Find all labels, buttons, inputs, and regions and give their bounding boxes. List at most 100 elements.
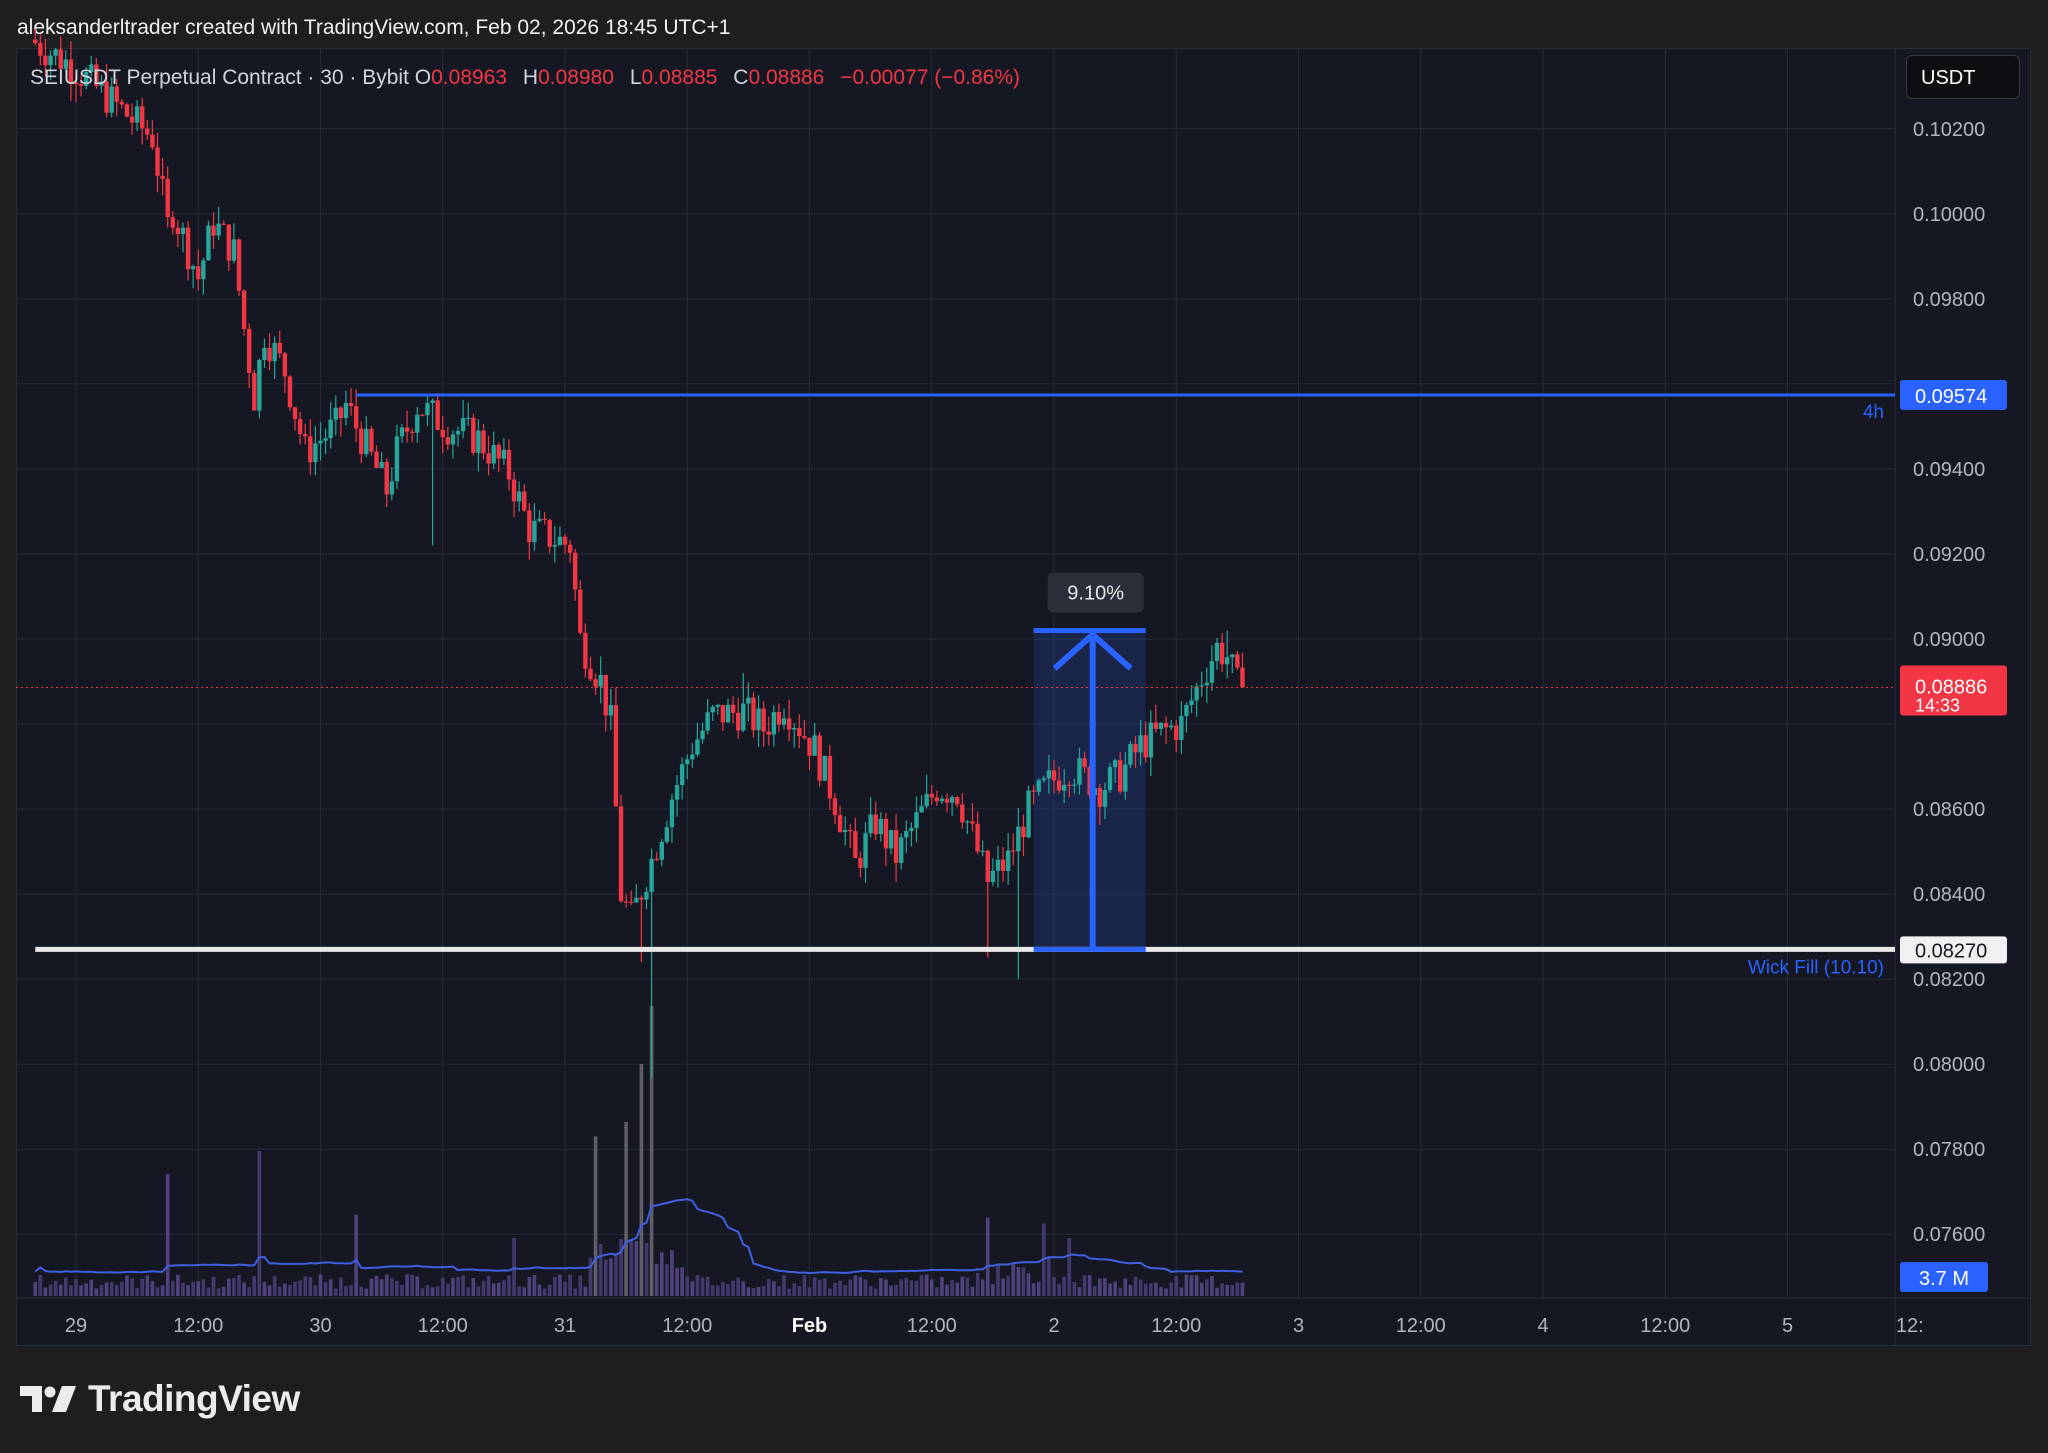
candle-body <box>664 827 670 842</box>
candle-body <box>150 134 155 148</box>
candle-body <box>1082 758 1087 768</box>
candle-body <box>241 290 247 330</box>
volume-bar <box>553 1277 557 1296</box>
candle-body <box>1118 760 1123 792</box>
volume-bar <box>496 1282 501 1296</box>
volume-bar <box>772 1281 776 1296</box>
volume-bar <box>48 1284 53 1296</box>
volume-bar <box>527 1276 532 1296</box>
volume-bar <box>242 1282 246 1296</box>
volume-bar <box>1220 1283 1224 1296</box>
volume-bar <box>1240 1282 1245 1296</box>
candle-body <box>516 491 522 502</box>
candle-body <box>379 461 384 468</box>
candle-body <box>1128 744 1133 765</box>
candle-body <box>756 708 761 731</box>
volume-bar <box>1205 1279 1209 1296</box>
volume-bar <box>695 1275 700 1296</box>
volume-bar <box>221 1286 226 1296</box>
volume-bar <box>609 1258 613 1296</box>
candle-body <box>781 718 787 725</box>
volume-bar <box>822 1278 827 1296</box>
candle-body <box>878 818 884 835</box>
candle-body <box>588 668 593 680</box>
candle-body <box>827 755 833 799</box>
candle-body <box>761 708 766 732</box>
candle-body <box>776 712 782 725</box>
candle-body <box>389 481 395 495</box>
candle-body <box>1158 722 1164 729</box>
candle-body <box>618 806 624 902</box>
volume-bar <box>537 1284 542 1296</box>
volume-bar <box>64 1277 68 1296</box>
chart-frame[interactable] <box>16 48 2031 1346</box>
candle-body <box>608 705 614 716</box>
candle-body <box>257 360 262 411</box>
volume-bar <box>1148 1283 1153 1296</box>
candle-body <box>613 705 619 807</box>
tradingview-logo[interactable]: TradingView <box>20 1378 300 1420</box>
volume-bar <box>247 1287 251 1296</box>
candle-body <box>83 71 89 86</box>
volume-bar <box>318 1274 323 1296</box>
candle-body <box>1209 661 1215 683</box>
candle-body <box>308 436 313 463</box>
candle-body <box>415 414 420 433</box>
candle-body <box>226 224 232 261</box>
candle-body <box>364 428 369 455</box>
volume-bar <box>858 1277 863 1296</box>
volume-bar <box>945 1284 949 1296</box>
candle-body <box>868 814 873 834</box>
volume-bar <box>659 1252 664 1296</box>
candle-body <box>797 727 802 737</box>
candle-body <box>246 329 252 373</box>
candle-body <box>1107 767 1113 791</box>
candle-body <box>542 518 547 520</box>
candle-body <box>109 86 114 113</box>
volume-bar <box>563 1281 567 1296</box>
volume-bar <box>960 1276 965 1296</box>
candle-body <box>960 804 965 823</box>
volume-bar <box>985 1217 990 1296</box>
volume-bar <box>726 1283 730 1296</box>
time-tick-label: 12: <box>1896 1315 1924 1337</box>
candle-body <box>1230 654 1235 658</box>
volume-bar <box>583 1286 588 1296</box>
candle-body <box>985 850 990 882</box>
currency-button[interactable]: USDT <box>1906 55 2020 99</box>
candle-body <box>715 704 721 707</box>
volume-bar <box>1026 1273 1031 1296</box>
candle-body <box>119 101 125 105</box>
close-value: 0.08886 <box>748 66 825 89</box>
candle-body <box>399 427 405 437</box>
candle-body <box>1031 790 1036 792</box>
candle-body <box>644 891 649 900</box>
candle-body <box>491 445 496 464</box>
volume-bar <box>328 1279 333 1296</box>
volume-bar <box>201 1279 206 1296</box>
time-tick-label: 12:00 <box>662 1315 712 1337</box>
candle-body <box>557 536 563 545</box>
volume-bar <box>1189 1275 1194 1296</box>
volume-bar <box>1164 1288 1168 1296</box>
volume-bar <box>390 1278 394 1296</box>
candle-body <box>837 815 843 833</box>
volume-bar <box>1230 1284 1235 1296</box>
volume-bar <box>277 1286 282 1296</box>
candle-body <box>1123 764 1128 792</box>
volume-bar <box>313 1285 318 1296</box>
volume-ma-line <box>34 1198 1243 1275</box>
volume-bar <box>991 1284 995 1296</box>
candle-body <box>603 674 608 716</box>
candle-body <box>170 217 175 228</box>
volume-bar <box>384 1274 389 1296</box>
volume-bar <box>746 1287 751 1296</box>
candle-body <box>511 479 517 502</box>
candle-body <box>221 223 226 225</box>
volume-bar <box>165 1174 170 1296</box>
volume-bar <box>833 1282 837 1296</box>
volume-bar <box>486 1275 491 1296</box>
volume-bar <box>751 1287 756 1296</box>
volume-bar <box>74 1278 78 1296</box>
